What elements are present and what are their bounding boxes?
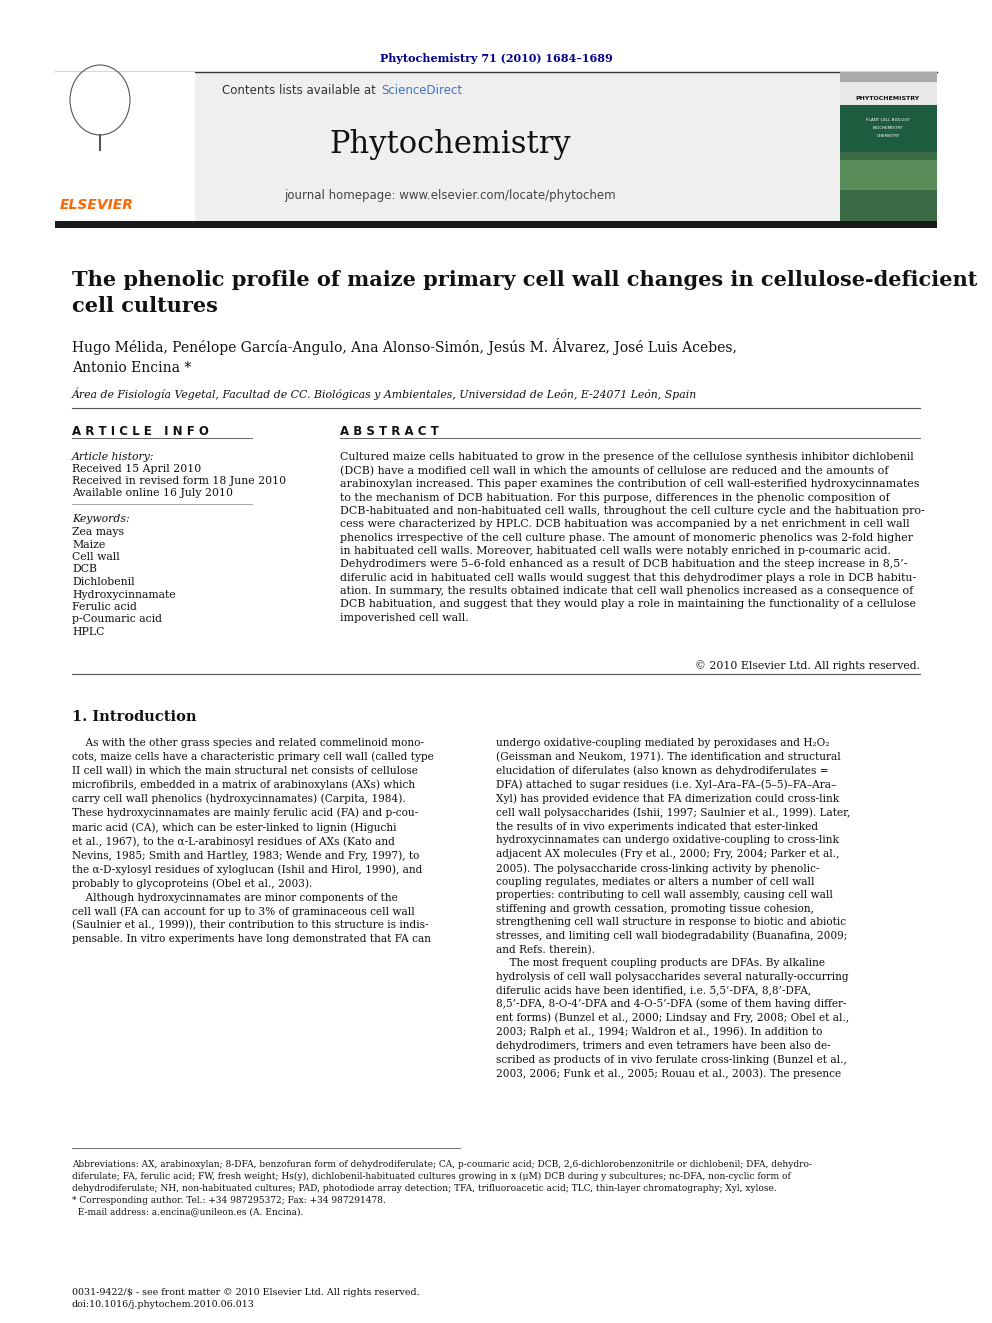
Text: p-Coumaric acid: p-Coumaric acid	[72, 614, 162, 624]
Bar	[840, 71, 937, 222]
Text: 1. Introduction: 1. Introduction	[72, 710, 196, 724]
Text: Cell wall: Cell wall	[72, 552, 120, 562]
Text: © 2010 Elsevier Ltd. All rights reserved.: © 2010 Elsevier Ltd. All rights reserved…	[695, 660, 920, 671]
Text: Received in revised form 18 June 2010: Received in revised form 18 June 2010	[72, 476, 286, 486]
Bar	[55, 71, 937, 222]
Text: 0031-9422/$ - see front matter © 2010 Elsevier Ltd. All rights reserved.: 0031-9422/$ - see front matter © 2010 El…	[72, 1289, 420, 1297]
Text: Área de Fisiología Vegetal, Facultad de CC. Biológicas y Ambientales, Universida: Área de Fisiología Vegetal, Facultad de …	[72, 388, 697, 401]
Text: ELSEVIER: ELSEVIER	[61, 198, 134, 212]
Text: Received 15 April 2010: Received 15 April 2010	[72, 464, 201, 474]
Text: HPLC: HPLC	[72, 627, 104, 636]
Text: A B S T R A C T: A B S T R A C T	[340, 425, 438, 438]
Text: Available online 16 July 2010: Available online 16 July 2010	[72, 488, 233, 497]
Text: Zea mays: Zea mays	[72, 527, 124, 537]
Text: Ferulic acid: Ferulic acid	[72, 602, 137, 613]
Text: Phytochemistry 71 (2010) 1684–1689: Phytochemistry 71 (2010) 1684–1689	[380, 53, 612, 64]
Text: The phenolic profile of maize primary cell wall changes in cellulose-deficient
c: The phenolic profile of maize primary ce…	[72, 270, 977, 316]
Bar	[840, 152, 937, 222]
Bar	[55, 71, 195, 222]
Text: BIOCHEMISTRY: BIOCHEMISTRY	[873, 126, 904, 130]
Text: Cultured maize cells habituated to grow in the presence of the cellulose synthes: Cultured maize cells habituated to grow …	[340, 452, 925, 623]
Text: As with the other grass species and related commelinoid mono-
cots, maize cells : As with the other grass species and rela…	[72, 738, 434, 943]
Text: doi:10.1016/j.phytochem.2010.06.013: doi:10.1016/j.phytochem.2010.06.013	[72, 1301, 255, 1308]
Text: DCB: DCB	[72, 565, 97, 574]
Bar	[840, 71, 937, 82]
Text: PLANT CELL BIOLOGY: PLANT CELL BIOLOGY	[866, 118, 910, 122]
Text: undergo oxidative-coupling mediated by peroxidases and H₂O₂
(Geissman and Neukom: undergo oxidative-coupling mediated by p…	[496, 738, 850, 1080]
Text: Maize: Maize	[72, 540, 105, 549]
Text: A R T I C L E   I N F O: A R T I C L E I N F O	[72, 425, 209, 438]
Text: CHEMISTRY: CHEMISTRY	[876, 134, 900, 138]
Text: Keywords:: Keywords:	[72, 515, 130, 524]
Text: Hydroxycinnamate: Hydroxycinnamate	[72, 590, 176, 599]
Text: ScienceDirect: ScienceDirect	[381, 83, 462, 97]
Bar	[840, 160, 937, 191]
Text: Dichlobenil: Dichlobenil	[72, 577, 135, 587]
Text: Article history:: Article history:	[72, 452, 155, 462]
Text: PHYTOCHEMISTRY: PHYTOCHEMISTRY	[856, 95, 921, 101]
Bar	[840, 82, 937, 105]
Text: Phytochemistry: Phytochemistry	[329, 130, 570, 160]
Text: Contents lists available at: Contents lists available at	[222, 83, 380, 97]
Text: journal homepage: www.elsevier.com/locate/phytochem: journal homepage: www.elsevier.com/locat…	[284, 188, 616, 201]
Text: Abbreviations: AX, arabinoxylan; 8-DFA, benzofuran form of dehydrodiferulate; CA: Abbreviations: AX, arabinoxylan; 8-DFA, …	[72, 1160, 812, 1216]
Bar	[55, 221, 937, 228]
Text: Hugo Mélida, Penélope García-Angulo, Ana Alonso-Simón, Jesús M. Álvarez, José Lu: Hugo Mélida, Penélope García-Angulo, Ana…	[72, 337, 737, 374]
